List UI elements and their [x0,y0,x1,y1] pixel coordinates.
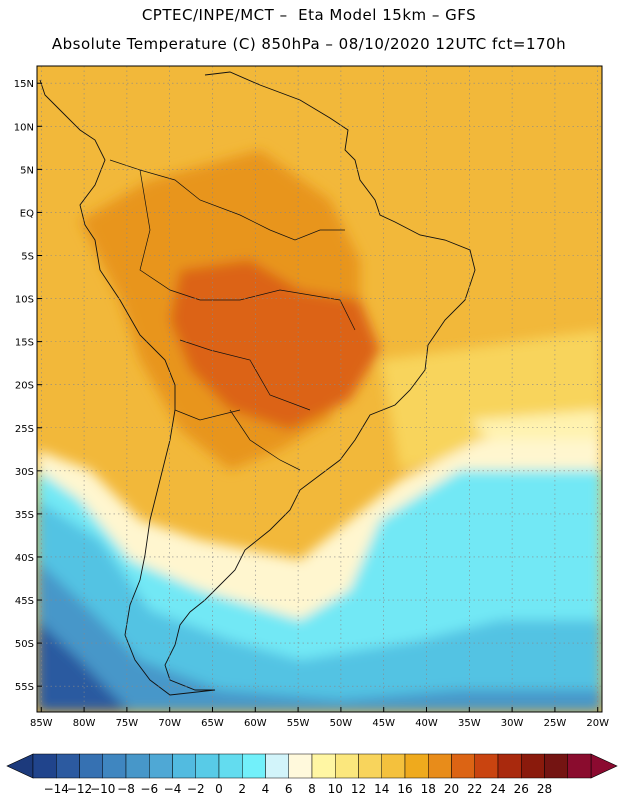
colorbar-swatch [79,753,103,779]
colorbar-swatch [125,753,150,779]
colorbar-swatch [218,753,243,779]
colorbar-label: −10 [90,782,115,796]
colorbar-label: −8 [117,782,135,796]
colorbar-label: −14 [44,782,69,796]
colorbar-label: 2 [238,782,246,796]
lat-tick-label: 10S [15,295,34,306]
colorbar-label: 18 [421,782,436,796]
lon-tick-label: 60W [244,718,267,729]
lat-tick-label: 45S [15,596,34,607]
colorbar-label: −6 [140,782,158,796]
longitude-axis: 85W 80W 75W 70W 65W 60W 55W 50W 45W 40W 35W 30W 25W 2… [30,707,609,729]
lat-tick-label: 35S [15,510,34,521]
colorbar-swatch [32,753,57,779]
colorbar-swatch [428,753,452,779]
colorbar-label: 8 [308,782,316,796]
lon-tick-label: 35W [458,718,481,729]
lat-tick-label: 10N [14,122,34,133]
colorbar-label: 4 [262,782,270,796]
colorbar-swatch [102,753,127,779]
lat-tick-label: EQ [20,208,34,219]
lat-tick-label: 5S [21,251,34,262]
map-title-line1: CPTEC/INPE/MCT – Eta Model 15km – GFS [141,6,477,24]
colorbar-swatch [265,753,289,779]
lon-tick-label: 80W [73,718,96,729]
lon-tick-label: 25W [544,718,567,729]
colorbar-swatch [474,753,499,779]
colorbar-label: 20 [444,782,459,796]
colorbar-swatch [149,753,173,779]
coastline [39,71,476,696]
lon-tick-label: 45W [372,718,395,729]
colorbar-swatch [288,753,313,779]
lat-tick-label: 25S [15,424,34,435]
colorbar-label: 14 [374,782,389,796]
lon-tick-label: 40W [415,718,438,729]
colorbar-swatch [451,753,475,779]
colorbar-swatch [335,753,359,779]
latitude-axis: 15N 10N 5N EQ 5S 10S 15S 20S 25S 30S 35S 40S 45S 50S 5… [14,79,42,693]
lat-tick-label: 15S [15,338,34,349]
colorbar-label: 6 [285,782,293,796]
lon-tick-label: 65W [201,718,224,729]
lon-tick-label: 55W [287,718,310,729]
colorbar-label: 10 [328,782,343,796]
colorbar-label: 24 [490,782,505,796]
lon-tick-label: 85W [30,718,53,729]
lon-tick-label: 50W [330,718,353,729]
colorbar-label: −4 [164,782,182,796]
colorbar-swatch [242,753,266,779]
colorbar-label: 0 [215,782,223,796]
lat-tick-label: 30S [15,467,34,478]
colorbar-label: 28 [537,782,552,796]
colorbar-label: 12 [351,782,366,796]
lat-tick-label: 15N [14,79,34,90]
colorbar-label: 22 [467,782,482,796]
lon-tick-label: 30W [501,718,524,729]
temperature-field [37,66,602,712]
colorbar-label: 16 [397,782,412,796]
colorbar-swatch [381,753,406,779]
lat-tick-label: 50S [15,639,34,650]
colorbar-swatch [567,753,592,779]
map-title-line2: Absolute Temperature (C) 850hPa – 08/10/… [51,35,567,53]
colorbar-swatch [544,753,568,779]
lon-tick-label: 70W [158,718,181,729]
colorbar-label: −2 [187,782,205,796]
colorbar-swatch [358,753,382,779]
colorbar-swatch [497,753,522,779]
colorbar-swatch [195,753,220,779]
colorbar-swatch [311,753,336,779]
colorbar-under-arrow [6,753,34,779]
lon-tick-label: 20W [586,718,609,729]
colorbar: −14−12−10 −8 −6 −4 −2 0 2 4 6 8 10 12 14 16 18 20 22 24 26… [6,753,618,796]
map-frame [36,65,603,713]
colorbar-swatch [56,753,80,779]
colorbar-swatch [172,753,196,779]
lat-tick-label: 20S [15,381,34,392]
colorbar-over-arrow [590,753,618,779]
country-borders [109,159,356,471]
lat-tick-label: 40S [15,553,34,564]
lat-tick-label: 5N [20,165,34,176]
lon-tick-label: 75W [116,718,139,729]
colorbar-swatch [521,753,545,779]
colorbar-label: −12 [67,782,92,796]
colorbar-swatch [404,753,429,779]
colorbar-label: 26 [514,782,529,796]
lat-tick-label: 55S [15,682,34,693]
